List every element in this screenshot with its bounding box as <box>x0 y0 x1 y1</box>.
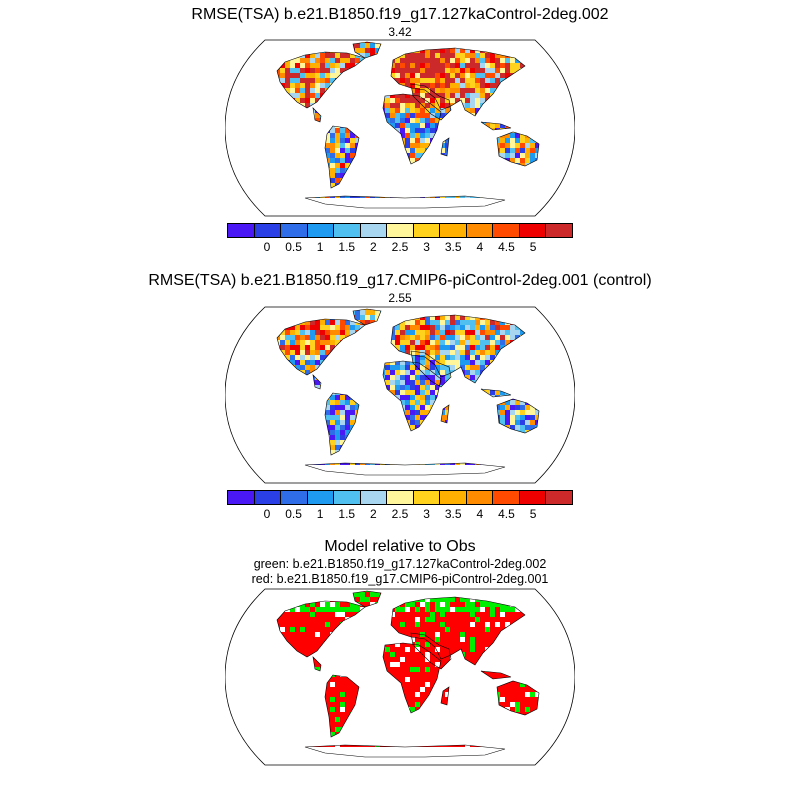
colorbar-tick-label: 3.5 <box>444 240 462 254</box>
colorbar-tick-label: 2 <box>370 240 377 254</box>
colorbar-swatch <box>519 224 547 237</box>
colorbar-swatch <box>519 491 547 504</box>
coastline <box>496 398 540 434</box>
coastline <box>410 83 452 121</box>
colorbar-swatch <box>307 491 335 504</box>
colorbar-swatch <box>440 491 467 504</box>
colorbar-swatch <box>307 224 335 237</box>
coastline <box>440 137 450 157</box>
colorbar-swatch <box>360 491 388 504</box>
coastline <box>410 350 452 388</box>
panel1-title: RMSE(TSA) b.e21.B1850.f19_g17.127kaContr… <box>191 6 609 23</box>
colorbar-tick-label: 0.5 <box>285 507 302 521</box>
coastline <box>324 674 360 738</box>
colorbar-swatch <box>493 491 520 504</box>
coastline <box>312 374 322 390</box>
coastline <box>312 107 322 123</box>
coastline <box>480 388 512 398</box>
coastline <box>496 131 540 167</box>
legend-red-text: red: b.e21.B1850.f19_g17.CMIP6-piControl… <box>251 572 549 586</box>
coastline <box>410 632 452 670</box>
colorbar-tick-label: 4.5 <box>498 240 515 254</box>
coastline <box>276 600 366 658</box>
colorbar-swatch <box>413 491 441 504</box>
colorbar-swatch <box>228 491 255 504</box>
colorbar-swatch <box>413 224 441 237</box>
colorbar-tick-label: 4 <box>476 507 484 521</box>
colorbar-tick-label: 1.5 <box>338 240 356 254</box>
coastline <box>390 47 526 117</box>
coastline <box>496 680 540 716</box>
coastline <box>324 125 360 189</box>
coastline <box>390 596 526 666</box>
panel1-colorbar <box>227 223 573 238</box>
coastline <box>324 392 360 456</box>
colorbar-swatch <box>387 224 414 237</box>
colorbar-swatch <box>281 491 308 504</box>
coastline <box>312 656 322 672</box>
coastline <box>480 670 512 680</box>
coastline <box>304 462 506 476</box>
coastline <box>390 314 526 384</box>
colorbar-swatch <box>334 224 361 237</box>
colorbar-tick-label: 1 <box>316 507 324 521</box>
coastline <box>480 121 512 131</box>
coastline <box>276 318 366 376</box>
comparison-title: Model relative to Obs <box>324 538 476 555</box>
coastline <box>382 360 442 432</box>
legend-green-text: green: b.e21.B1850.f19_g17.127kaControl-… <box>253 557 547 571</box>
colorbar-tick-label: 1.5 <box>338 507 356 521</box>
coastline <box>352 590 382 608</box>
coastline <box>440 404 450 424</box>
colorbar-tick-label: 0 <box>263 240 271 254</box>
panel1-rmse-value: 3.42 <box>388 25 412 39</box>
colorbar-tick-label: 5 <box>529 240 537 254</box>
comparison-map <box>225 588 575 766</box>
colorbar-tick-label: 0 <box>263 507 271 521</box>
colorbar-tick-label: 4.5 <box>498 507 515 521</box>
coastline <box>304 195 506 209</box>
colorbar-swatch <box>254 224 282 237</box>
colorbar-tick-label: 1 <box>316 240 324 254</box>
coastline <box>304 744 506 758</box>
colorbar-tick-label: 0.5 <box>285 240 302 254</box>
colorbar-tick-label: 3 <box>423 507 430 521</box>
colorbar-swatch <box>440 224 467 237</box>
coastline <box>276 51 366 109</box>
colorbar-swatch <box>466 491 494 504</box>
colorbar-swatch <box>254 491 282 504</box>
colorbar-swatch <box>360 224 388 237</box>
colorbar-swatch <box>334 491 361 504</box>
coastline <box>382 642 442 714</box>
coastline <box>382 93 442 165</box>
colorbar-tick-label: 2 <box>370 507 377 521</box>
colorbar-tick-label: 2.5 <box>391 507 409 521</box>
panel2-colorbar-labels: 0 0.5 1 1.5 2 2.5 3 3.5 4 4.5 5 <box>227 507 573 523</box>
panel1-map <box>225 39 575 217</box>
panel1-colorbar-labels: 0 0.5 1 1.5 2 2.5 3 3.5 4 4.5 5 <box>227 240 573 256</box>
panel2-title: RMSE(TSA) b.e21.B1850.f19_g17.CMIP6-piCo… <box>148 272 652 289</box>
colorbar-swatch <box>387 491 414 504</box>
colorbar-tick-label: 3.5 <box>444 507 462 521</box>
panel2-rmse-value: 2.55 <box>388 291 412 305</box>
panel2-map <box>225 306 575 484</box>
colorbar-swatch <box>466 224 494 237</box>
colorbar-swatch <box>493 224 520 237</box>
coastline <box>352 41 382 59</box>
coastline <box>440 686 450 706</box>
colorbar-tick-label: 3 <box>423 240 430 254</box>
colorbar-tick-label: 5 <box>529 507 537 521</box>
colorbar-swatch <box>546 224 572 237</box>
colorbar-swatch <box>228 224 255 237</box>
colorbar-swatch <box>546 491 572 504</box>
colorbar-tick-label: 4 <box>476 240 484 254</box>
colorbar-tick-label: 2.5 <box>391 240 409 254</box>
coastline <box>352 308 382 326</box>
panel2-colorbar <box>227 490 573 505</box>
colorbar-swatch <box>281 224 308 237</box>
